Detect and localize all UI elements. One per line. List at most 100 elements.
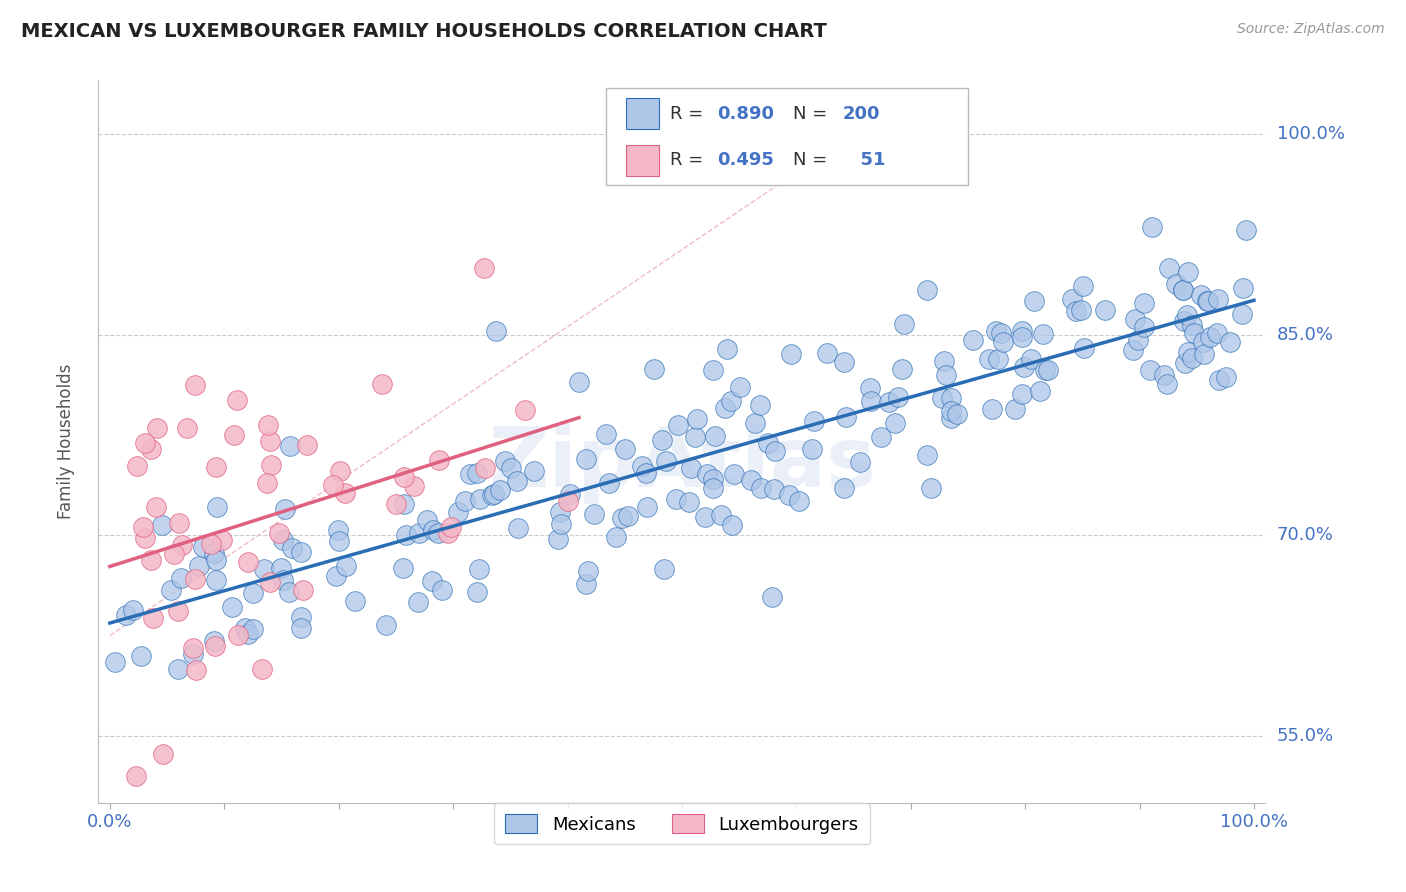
Text: 55.0%: 55.0% (1277, 727, 1334, 745)
Point (167, 516, 190, 531)
Point (134, 532, 156, 546)
Point (986, 324, 1008, 338)
Point (278, 439, 301, 453)
Point (1197, 294, 1219, 309)
Point (257, 417, 280, 432)
Point (142, 611, 165, 625)
Point (935, 368, 957, 383)
Point (832, 354, 855, 368)
Point (447, 505, 470, 519)
Point (582, 507, 605, 521)
Point (494, 454, 516, 468)
Point (886, 390, 908, 404)
Point (1133, 295, 1156, 310)
Point (1230, 307, 1253, 321)
Point (440, 520, 463, 534)
Point (328, 534, 350, 549)
Text: R =: R = (671, 152, 709, 169)
Point (728, 380, 751, 394)
Point (1171, 283, 1194, 297)
Legend: Mexicans, Luxembourgers: Mexicans, Luxembourgers (494, 804, 870, 845)
Point (484, 487, 506, 501)
FancyBboxPatch shape (626, 145, 658, 176)
Point (176, 421, 198, 435)
Point (634, 467, 657, 481)
Point (720, 393, 742, 408)
Point (127, 459, 149, 474)
Point (1173, 313, 1195, 327)
Point (1153, 368, 1175, 382)
Point (329, 464, 352, 478)
Point (134, 436, 156, 450)
Point (290, 545, 312, 559)
Text: 51: 51 (848, 152, 886, 169)
Point (430, 583, 453, 598)
Point (860, 393, 883, 408)
Point (740, 473, 762, 487)
Point (946, 408, 969, 422)
Point (523, 464, 546, 478)
Point (576, 564, 599, 578)
Point (1208, 374, 1230, 388)
Point (1032, 327, 1054, 342)
Point (835, 410, 858, 425)
Point (181, 647, 204, 661)
Point (1123, 311, 1146, 326)
Point (617, 509, 640, 524)
Point (238, 627, 260, 641)
Point (454, 493, 477, 508)
Point (170, 571, 193, 585)
Point (277, 584, 299, 599)
Point (1004, 402, 1026, 417)
Point (271, 533, 294, 548)
Point (696, 467, 718, 482)
Point (883, 416, 905, 430)
Point (290, 621, 312, 635)
Point (170, 538, 193, 552)
Point (402, 478, 425, 492)
Point (1011, 324, 1033, 338)
Point (394, 527, 416, 541)
Point (678, 495, 700, 509)
Point (211, 533, 233, 547)
Point (260, 458, 283, 472)
Point (501, 461, 523, 475)
Point (184, 377, 207, 392)
Point (1071, 278, 1094, 293)
Point (748, 398, 770, 412)
Point (575, 452, 598, 467)
Point (259, 434, 281, 448)
FancyBboxPatch shape (626, 98, 658, 128)
Point (295, 438, 318, 452)
Point (467, 584, 489, 599)
Point (932, 354, 955, 368)
Point (162, 547, 184, 561)
Text: N =: N = (793, 152, 832, 169)
Point (568, 375, 591, 389)
Point (1028, 384, 1050, 398)
Point (704, 429, 727, 443)
Point (139, 442, 162, 456)
Point (915, 448, 938, 462)
Point (1033, 363, 1056, 377)
Point (655, 453, 678, 467)
Point (489, 483, 512, 497)
Point (233, 621, 256, 635)
Point (756, 436, 779, 450)
Point (408, 525, 430, 540)
Text: R =: R = (671, 104, 709, 122)
Point (832, 482, 855, 496)
Point (763, 443, 786, 458)
Point (803, 414, 825, 428)
Point (335, 558, 357, 573)
Point (893, 317, 915, 331)
Point (685, 430, 707, 444)
Point (979, 351, 1001, 366)
Point (513, 403, 536, 417)
Text: 0.495: 0.495 (717, 152, 773, 169)
Point (1174, 356, 1197, 370)
Point (778, 488, 800, 502)
Point (941, 391, 963, 405)
Point (1206, 326, 1229, 341)
Point (1166, 277, 1188, 291)
